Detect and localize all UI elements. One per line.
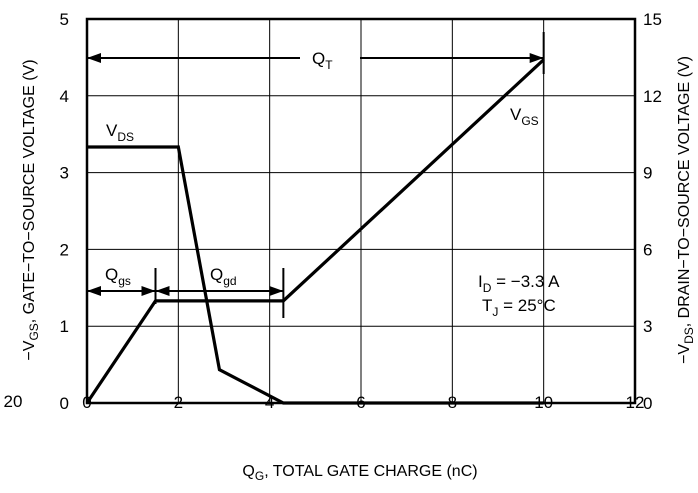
qgs-label: Qgs [105,265,131,288]
vgs-label: VGS [510,105,539,128]
y-left-axis-title: −VGS, GATE−TO−SOURCE VOLTAGE (V) [21,59,41,360]
vds-label: VDS [106,121,134,144]
qt-arrow-head-left [87,53,101,63]
qt-label-bg [300,46,360,70]
x-tick-label: 12 [626,393,645,412]
x-tick-label: 6 [356,393,365,412]
y-right-tick-label: 9 [643,164,652,183]
y-right-tick-label: 15 [643,10,662,29]
y-left-tick-label: 2 [60,240,69,259]
x-tick-label: 8 [448,393,457,412]
qgd-arrow-head-right [269,286,284,296]
y-left-tick-label: 0 [60,394,69,413]
grid [87,19,635,403]
y-right-tick-label: 3 [643,317,652,336]
left-edge-label: 20 [4,392,23,411]
y-left-tick-labels: 0 1 2 3 4 5 [60,10,69,413]
qt-label-group: QT [300,46,360,72]
id-label: ID = −3.3 A [478,272,560,295]
qt-arrow-head-right [529,53,544,63]
y-left-tick-label: 3 [60,164,69,183]
tj-label: TJ = 25°C [482,296,556,319]
qgs-arrow-head-right [141,286,156,296]
plot-frame [85,17,637,405]
y-right-tick-label: 6 [643,240,652,259]
y-left-tick-label: 5 [60,10,69,29]
x-axis-title: QG, TOTAL GATE CHARGE (nC) [242,463,477,483]
qgd-arrow-head-left [155,286,170,296]
y-right-tick-label: 12 [643,87,662,106]
x-tick-label: 0 [82,393,91,412]
x-tick-labels: 0 2 4 6 8 10 12 [82,393,644,412]
qt-label: QT [312,49,333,72]
qgs-arrow-head-left [87,286,101,296]
y-right-axis-title: −VDS, DRAIN−TO−SOURCE VOLTAGE (V) [676,56,696,364]
x-tick-label: 10 [534,393,553,412]
x-tick-label: 2 [174,393,183,412]
qgd-label: Qgd [210,265,237,288]
series-line-vgs [85,58,545,404]
annotation-arrows [87,32,545,318]
x-tick-label: 4 [265,393,274,412]
y-right-tick-label: 0 [643,394,652,413]
series-group [85,58,545,405]
y-left-tick-label: 4 [60,87,69,106]
y-left-tick-label: 1 [60,317,69,336]
y-right-tick-labels: 0 3 6 9 12 15 [643,10,662,413]
